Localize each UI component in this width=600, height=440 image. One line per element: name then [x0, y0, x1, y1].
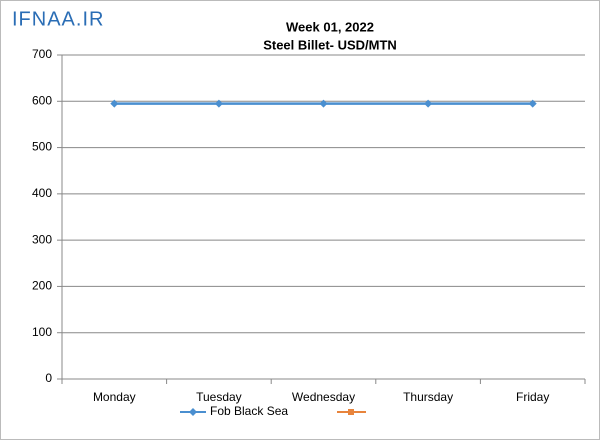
x-tick-label: Monday: [93, 390, 136, 404]
x-tick-label: Friday: [516, 390, 549, 404]
y-tick-label: 200: [32, 279, 52, 293]
legend-unnamed: [337, 409, 366, 415]
legend-marker: [189, 408, 197, 416]
watermark: IFNAA.IR: [12, 8, 104, 30]
chart-subtitle: Steel Billet- USD/MTN: [263, 37, 397, 52]
x-tick-label: Tuesday: [196, 390, 242, 404]
y-tick-label: 100: [32, 325, 52, 339]
point: [528, 99, 537, 108]
point: [424, 99, 433, 108]
y-tick-label: 0: [45, 371, 52, 385]
y-tick-label: 400: [32, 186, 52, 200]
legend-label: Fob Black Sea: [210, 404, 288, 418]
y-tick-label: 700: [32, 47, 52, 61]
y-tick-label: 500: [32, 140, 52, 154]
x-tick-label: Wednesday: [292, 390, 355, 404]
point: [214, 99, 223, 108]
y-tick-label: 300: [32, 232, 52, 246]
legend-marker: [348, 409, 354, 415]
y-tick-label: 600: [32, 93, 52, 107]
chart-title: Week 01, 2022: [286, 19, 374, 34]
x-tick-label: Thursday: [403, 390, 453, 404]
point: [319, 99, 328, 108]
point: [110, 99, 119, 108]
